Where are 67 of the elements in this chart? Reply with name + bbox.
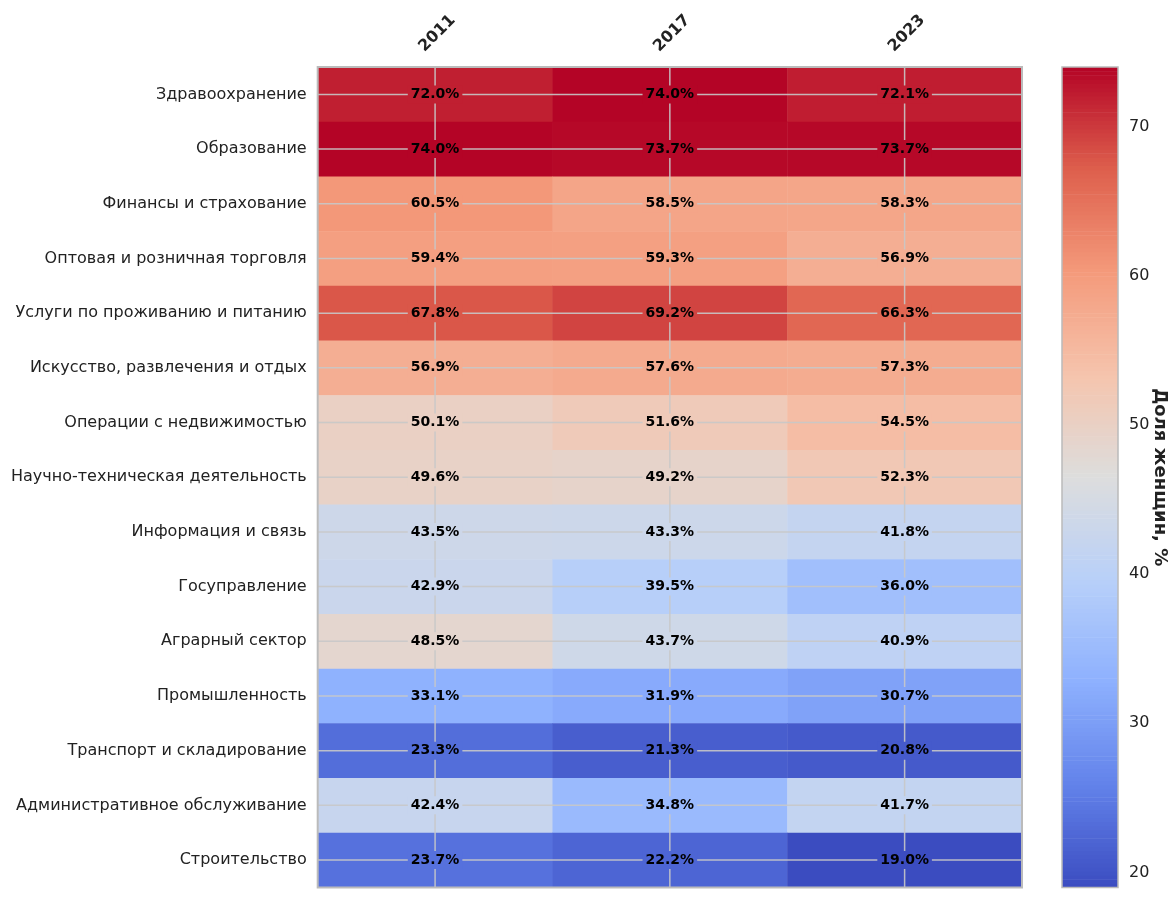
y-tick-label: Научно-техническая деятельность: [10, 466, 307, 486]
data-label: 74.0%: [410, 139, 460, 156]
y-tick-label: Образование: [196, 138, 307, 158]
data-label: 72.0%: [410, 85, 460, 102]
data-label: 72.1%: [880, 85, 929, 102]
data-label: 34.8%: [645, 796, 695, 813]
data-label: 41.8%: [880, 522, 929, 539]
data-label: 73.7%: [880, 139, 929, 156]
data-label: 57.6%: [645, 358, 695, 375]
y-tick-label: Искусство, развлечения и отдых: [29, 357, 307, 377]
color-bar-label: 70: [1129, 115, 1150, 135]
data-label: 20.8%: [880, 741, 929, 758]
data-label: 59.4%: [410, 249, 460, 266]
data-label: 48.5%: [410, 631, 460, 648]
data-label: 74.0%: [645, 85, 695, 102]
data-label: 43.5%: [410, 522, 460, 539]
color-bar-label: 60: [1129, 265, 1150, 285]
data-label: 51.6%: [645, 413, 695, 430]
data-label: 42.4%: [410, 796, 460, 813]
data-label: 36.0%: [880, 577, 929, 594]
data-label: 52.3%: [880, 467, 929, 484]
data-label: 30.7%: [880, 686, 929, 703]
data-label: 56.9%: [880, 249, 929, 266]
color-bar-label: 50: [1129, 414, 1150, 434]
y-tick-label: Административное обслуживание: [16, 794, 307, 814]
data-label: 69.2%: [645, 303, 695, 320]
y-tick-label: Строительство: [179, 849, 307, 869]
data-label: 56.9%: [410, 358, 460, 375]
y-tick-label: Здравоохранение: [155, 83, 307, 103]
y-tick-label: Операции с недвижимостью: [64, 411, 307, 431]
data-label: 41.7%: [880, 796, 929, 813]
data-label: 58.3%: [880, 194, 929, 211]
data-label: 31.9%: [645, 686, 695, 703]
data-label: 73.7%: [645, 139, 695, 156]
data-label: 40.9%: [880, 631, 929, 648]
data-label: 43.7%: [645, 631, 695, 648]
data-label: 19.0%: [880, 850, 929, 867]
data-label: 49.6%: [410, 467, 460, 484]
data-label: 54.5%: [880, 413, 929, 430]
data-label: 43.3%: [645, 522, 695, 539]
data-label: 21.3%: [645, 741, 695, 758]
data-label: 58.5%: [645, 194, 695, 211]
data-label: 33.1%: [410, 686, 460, 703]
data-label: 67.8%: [410, 303, 460, 320]
y-tick-label: Транспорт и складирование: [66, 739, 307, 759]
data-label: 49.2%: [645, 467, 695, 484]
data-label: 50.1%: [410, 413, 460, 430]
data-label: 57.3%: [880, 358, 929, 375]
data-label: 22.2%: [645, 850, 695, 867]
data-label: 39.5%: [645, 577, 695, 594]
color-bar-label: 40: [1129, 563, 1150, 583]
y-tick-label: Промышленность: [157, 685, 307, 705]
data-label: 66.3%: [880, 303, 929, 320]
color-bar-label: 20: [1129, 861, 1150, 881]
data-label: 23.3%: [410, 741, 460, 758]
data-label: 42.9%: [410, 577, 460, 594]
data-label: 23.7%: [410, 850, 460, 867]
y-tick-label: Услуги по проживанию и питанию: [15, 302, 307, 322]
color-bar-label: 30: [1129, 712, 1150, 732]
data-label: 59.3%: [645, 249, 695, 266]
y-tick-label: Информация и связь: [131, 521, 307, 541]
data-label: 60.5%: [410, 194, 460, 211]
y-tick-label: Оптовая и розничная торговля: [44, 247, 307, 267]
y-tick-label: Аграрный сектор: [161, 630, 307, 650]
color-bar-title: Доля женщин, %: [1150, 388, 1172, 567]
y-tick-label: Госуправление: [178, 575, 307, 595]
y-tick-label: Финансы и страхование: [102, 192, 307, 212]
